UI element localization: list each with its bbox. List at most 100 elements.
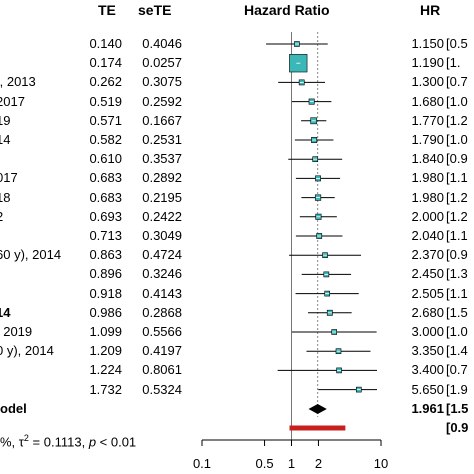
study-sete: 0.3246 bbox=[142, 266, 182, 282]
study-sete: 0.2422 bbox=[142, 208, 182, 224]
study-te: 1.224 bbox=[89, 362, 122, 378]
pooled-label: odel bbox=[0, 401, 27, 416]
prediction-ci: [0.9 bbox=[446, 420, 469, 435]
study-sete: 0.4143 bbox=[142, 285, 182, 301]
study-ci: [1.1 bbox=[446, 285, 468, 301]
study-sete: 0.4724 bbox=[142, 247, 182, 263]
study-hr: 1.980 bbox=[411, 189, 444, 205]
study-hr: 5.650 bbox=[411, 381, 444, 397]
study-te: 0.140 bbox=[89, 36, 122, 51]
study-te: 0.519 bbox=[89, 93, 122, 109]
study-te: 0.986 bbox=[89, 304, 122, 320]
study-ci: [1.2 bbox=[446, 112, 468, 128]
study-label: , 2019 bbox=[0, 324, 33, 339]
study-sete: 0.3537 bbox=[142, 151, 182, 167]
study-te: 0.571 bbox=[89, 112, 122, 128]
study-te: 0.582 bbox=[89, 132, 122, 147]
study-hr: 3.350 bbox=[411, 343, 444, 359]
study-te: 0.896 bbox=[89, 266, 122, 282]
study-sete: 0.5324 bbox=[142, 381, 182, 397]
study-label: 017 bbox=[0, 170, 18, 186]
study-ci: [1.0 bbox=[446, 93, 468, 109]
study-sete: 0.8061 bbox=[142, 362, 182, 378]
study-label: 2 bbox=[0, 209, 3, 225]
study-te: 0.174 bbox=[89, 55, 122, 71]
pooled-hr: 1.961 bbox=[411, 401, 444, 416]
study-hr: 1.770 bbox=[411, 112, 444, 128]
study-sete: 0.2195 bbox=[142, 189, 182, 205]
study-sete: 0.2531 bbox=[142, 132, 182, 147]
study-te: 0.610 bbox=[89, 151, 122, 167]
study-label: 14 bbox=[0, 304, 11, 320]
study-sete: 0.1667 bbox=[142, 112, 182, 128]
study-te: 0.713 bbox=[89, 228, 122, 243]
header-hazard-ratio: Hazard Ratio bbox=[244, 2, 330, 18]
study-te: 1.732 bbox=[89, 381, 122, 397]
study-ci: [1.1 bbox=[446, 170, 468, 186]
header-hr: HR bbox=[420, 2, 441, 18]
study-sete: 0.2868 bbox=[142, 304, 182, 320]
study-hr: 1.790 bbox=[411, 132, 444, 147]
header-te: TE bbox=[98, 2, 116, 18]
study-ci: [1.0 bbox=[446, 324, 468, 339]
study-hr: 1.190 bbox=[411, 55, 444, 71]
study-sete: 0.4197 bbox=[142, 343, 182, 359]
study-label: ., 2013 bbox=[0, 74, 36, 90]
pooled-ci: [1.5 bbox=[446, 401, 469, 416]
study-ci: [0.7 bbox=[446, 362, 468, 378]
study-ci: [1.1 bbox=[446, 228, 468, 243]
header-sete: seTE bbox=[138, 2, 172, 18]
study-sete: 0.3075 bbox=[142, 74, 182, 90]
study-hr: 2.040 bbox=[411, 228, 444, 243]
study-ci: [0.5 bbox=[446, 36, 468, 51]
study-ci: [0.9 bbox=[446, 151, 468, 167]
study-te: 0.683 bbox=[89, 189, 122, 205]
study-te: 0.683 bbox=[89, 170, 122, 186]
study-ci: [1. bbox=[446, 55, 461, 71]
study-label: 18 bbox=[0, 189, 11, 205]
study-hr: 1.980 bbox=[411, 170, 444, 186]
pooled-diamond bbox=[308, 404, 327, 414]
study-hr: 1.840 bbox=[411, 151, 444, 167]
study-te: 0.863 bbox=[89, 247, 122, 263]
study-hr: 2.505 bbox=[411, 285, 444, 301]
x-tick-label: 0.1 bbox=[192, 456, 212, 471]
study-hr: 2.680 bbox=[411, 304, 444, 320]
study-hr: 3.400 bbox=[411, 362, 444, 378]
study-ci: [1.2 bbox=[446, 208, 468, 224]
x-tick-label: 1 bbox=[287, 456, 296, 471]
study-te: 1.099 bbox=[89, 324, 122, 339]
study-ci: [0.7 bbox=[446, 74, 468, 90]
study-hr: 1.300 bbox=[411, 74, 444, 90]
study-hr: 3.000 bbox=[411, 324, 444, 339]
study-te: 0.262 bbox=[89, 74, 122, 90]
study-label: 60 y), 2014 bbox=[0, 247, 62, 263]
study-sete: 0.2892 bbox=[142, 170, 182, 186]
study-ci: [1.2 bbox=[446, 189, 468, 205]
study-ci: [1.4 bbox=[446, 343, 468, 359]
prediction-interval-bar bbox=[289, 425, 346, 431]
x-tick-label: 2 bbox=[314, 456, 323, 471]
study-label: 19 bbox=[0, 112, 11, 128]
study-ci: [1.5 bbox=[446, 304, 468, 320]
study-te: 0.693 bbox=[89, 208, 122, 224]
x-tick-label: 0.5 bbox=[255, 456, 274, 471]
study-ci: [0.9 bbox=[446, 247, 468, 263]
study-te: 1.209 bbox=[89, 343, 122, 359]
x-tick-label: 10 bbox=[373, 456, 389, 471]
study-hr: 2.000 bbox=[411, 208, 444, 224]
study-hr: 1.680 bbox=[411, 93, 444, 109]
study-sete: 0.0257 bbox=[142, 55, 182, 71]
study-hr: 2.370 bbox=[411, 247, 444, 263]
study-hr: 2.450 bbox=[411, 266, 444, 282]
study-te: 0.918 bbox=[89, 285, 122, 301]
study-sete: 0.3049 bbox=[142, 228, 182, 243]
study-label: 2017 bbox=[0, 93, 25, 109]
study-ci: [1.0 bbox=[446, 132, 468, 147]
study-ci: [1.3 bbox=[446, 266, 468, 282]
study-hr: 1.150 bbox=[411, 36, 444, 51]
study-label: 14 bbox=[0, 132, 11, 147]
study-sete: 0.4046 bbox=[142, 36, 182, 51]
study-sete: 0.2592 bbox=[142, 93, 182, 109]
